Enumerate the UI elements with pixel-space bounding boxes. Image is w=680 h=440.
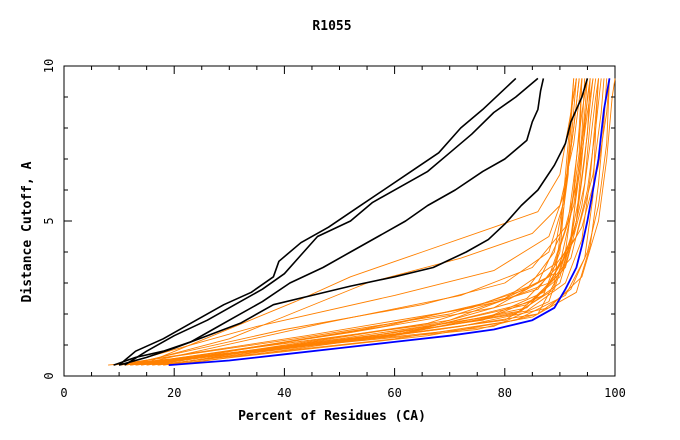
orange-series-line-9 [130,78,588,366]
x-tick-label: 40 [277,386,291,400]
orange-series-line-13 [118,78,580,366]
orange-series-line-18 [174,78,616,366]
chart-title: R1055 [312,19,351,34]
black-series-line-3 [113,78,545,366]
y-tick-label: 10 [42,59,56,73]
orange-series-line-28 [157,78,599,366]
blue-series-line [168,78,611,366]
orange-series-line-27 [135,78,591,366]
orange-series-line-3 [130,78,588,366]
orange-series-line-24 [141,78,597,366]
series-layer [108,77,616,366]
orange-series-line-10 [146,78,591,366]
black-series-line-1 [118,77,517,366]
orange-series-line-26 [124,78,583,366]
x-tick-label: 20 [167,386,181,400]
y-axis-label: Distance Cutoff, A [20,161,35,302]
black-series-line-2 [124,77,539,366]
orange-series-line-16 [152,78,605,366]
x-tick-label: 100 [604,386,626,400]
orange-series-line-25 [163,78,608,366]
x-tick-label: 80 [498,386,512,400]
y-tick-label: 5 [42,217,56,224]
y-tick-label: 0 [42,372,56,379]
black-series-line-4 [118,78,589,366]
orange-series-line-22 [152,78,599,366]
axes-layer: 0 20 40 60 80 100 0 5 10 [42,59,626,400]
orange-series-line-12 [135,78,594,366]
x-tick-label: 60 [387,386,401,400]
orange-series-line-15 [140,78,577,366]
x-tick-label: 0 [60,386,67,400]
x-axis-label: Percent of Residues (CA) [238,409,426,424]
plot-frame [63,65,616,377]
orange-series-line-14 [129,78,583,366]
orange-series-line-19 [157,78,610,366]
orange-series-line-21 [130,78,586,366]
